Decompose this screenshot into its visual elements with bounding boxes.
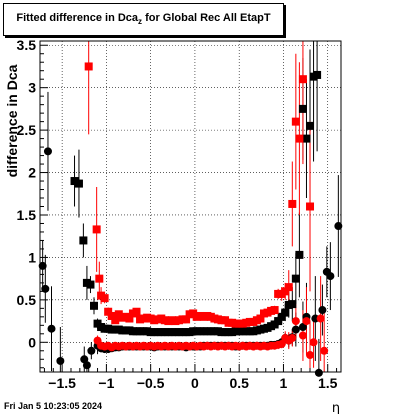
x-tick-label: 1.5 [318,375,338,391]
y-tick-label: 2.5 [17,122,37,138]
data-point-square [79,236,88,245]
data-point-square [107,311,116,320]
data-point-square [182,315,191,324]
data-point-circle [298,331,307,340]
data-point-square [274,317,283,326]
data-point-square [92,225,101,234]
data-point-square [313,70,322,79]
data-point-square [291,274,300,283]
data-point-circle [41,284,50,293]
data-point-square [295,250,304,259]
data-markers [38,62,343,377]
data-point-square [291,117,300,126]
data-point-circle [298,323,307,332]
data-point-circle [309,338,318,347]
data-point-square [86,280,95,289]
data-point-square [111,316,120,325]
grid-lines [40,41,341,372]
chart-title: Fitted difference in Dcaz for Global Rec… [16,12,270,26]
data-point-circle [314,368,323,377]
y-tick-label: 1 [28,249,36,265]
data-point-circle [291,317,300,326]
data-point-square [256,314,265,323]
title-prefix: Fitted difference in Dca [16,12,139,25]
data-point-square [306,121,315,130]
data-point-circle [87,346,96,355]
axis-ticks [40,44,338,372]
data-point-square [70,177,79,186]
data-point-circle [288,334,297,343]
data-point-circle [306,351,315,360]
y-tick-label: 0 [28,334,36,350]
x-tick-label: −1.5 [48,375,76,391]
data-point-square [281,308,290,317]
data-point-square [277,312,286,321]
y-tick-label: 1.5 [17,207,37,223]
data-point-square [288,199,297,208]
y-tick-label: 2 [28,165,36,181]
data-point-square [95,274,104,283]
axis-tick-labels: −1.5 −1 −0.5 0 0.5 1 1.5 0 0.5 1 1.5 2 2.5 3 3.5 [17,37,338,391]
y-tick-label: 3.5 [17,37,37,53]
data-point-square [84,62,93,71]
data-point-circle [47,324,56,333]
data-point-circle [291,325,300,334]
data-point-square [295,134,304,143]
x-tick-label: −0.5 [137,375,165,391]
data-point-circle [56,356,65,365]
data-point-circle [302,317,311,326]
timestamp-footer: Fri Jan 5 10:23:05 2024 [4,401,103,411]
title-subscript: z [138,17,143,27]
data-point-square [74,179,83,188]
data-point-square [284,283,293,292]
data-point-circle [43,147,52,156]
x-axis-label: η [332,401,340,414]
y-axis-label: difference in Dca [4,64,20,177]
data-point-square [125,314,134,323]
data-point-circle [82,361,91,370]
data-point-circle [318,306,327,315]
x-tick-label: 1 [280,375,288,391]
title-box: Fitted difference in Dcaz for Global Rec… [3,3,284,36]
x-tick-label: 0 [191,375,199,391]
data-point-square [288,300,297,309]
data-point-circle [326,272,335,281]
data-point-square [100,294,109,303]
title-suffix: for Global Rec All EtapT [142,12,271,25]
data-point-square [281,287,290,296]
data-point-square [302,134,311,143]
data-point-square [104,307,113,316]
y-tick-label: 0.5 [17,292,37,308]
data-point-square [90,301,99,310]
data-point-square [306,202,315,211]
data-point-square [298,104,307,113]
x-tick-label: 0.5 [229,375,249,391]
data-point-circle [320,346,329,355]
data-point-square [270,306,279,315]
data-point-circle [277,339,286,348]
data-point-square [132,307,141,316]
y-tick-label: 3 [28,80,36,96]
data-point-circle [316,314,325,323]
x-tick-label: −1 [98,375,114,391]
data-point-circle [334,222,343,231]
data-point-square [298,75,307,84]
